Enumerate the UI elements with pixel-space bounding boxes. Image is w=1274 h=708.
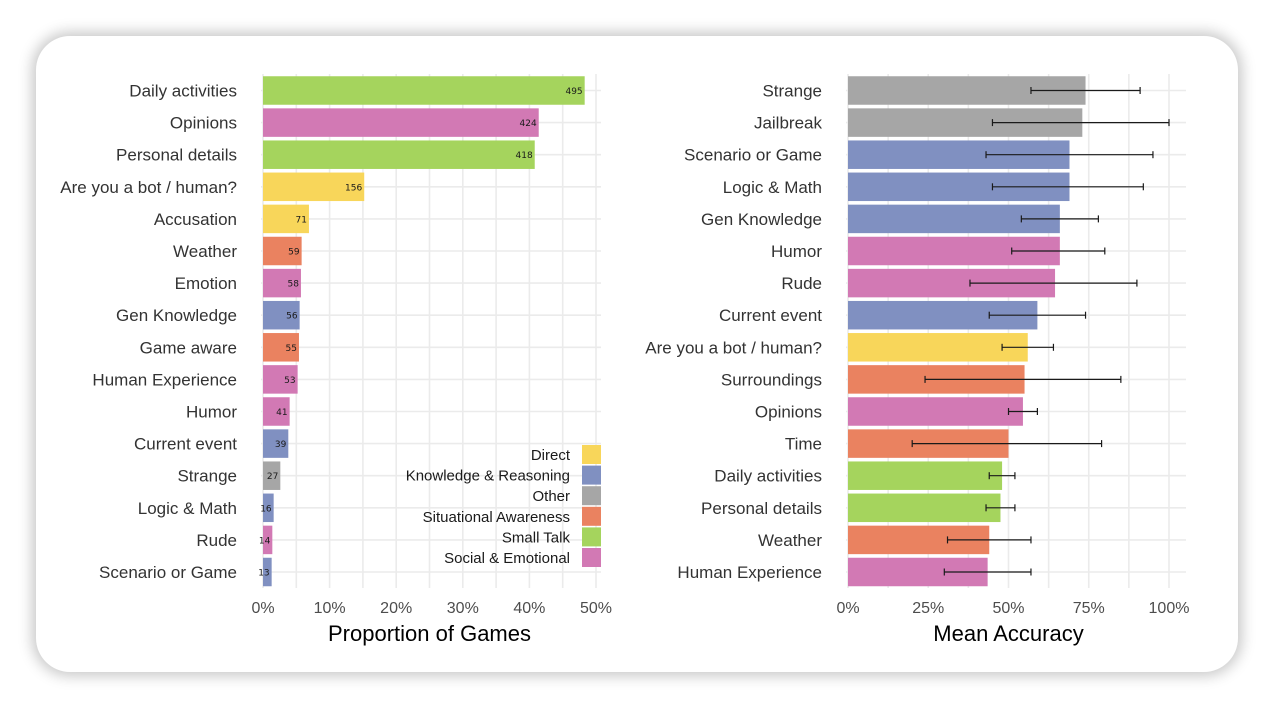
category-label: Surroundings [721,370,822,389]
x-tick-label: 100% [1149,600,1190,617]
category-label: Emotion [175,274,237,293]
category-label: Gen Knowledge [701,210,822,229]
legend: Direct Knowledge & Reasoning Other Situatio… [406,445,601,567]
legend-label: Social & Emotional [444,550,570,567]
chart-canvas: Daily activities 495 Opinions 424 Personal d… [60,74,1189,646]
bar-are-you-a-bot-human [263,172,365,202]
bar-value-label: 56 [286,312,298,322]
right-panel-mean-accuracy: Strange Jailbreak Scenario or Game Logic & … [645,74,1189,646]
legend-label: Situational Awareness [423,509,570,526]
legend-swatch-other [582,486,601,506]
category-label: Human Experience [677,563,822,582]
x-axis-title: Mean Accuracy [933,621,1083,646]
category-label: Personal details [701,499,822,518]
category-label: Strange [762,82,822,101]
category-label: Logic & Math [723,178,822,197]
category-label: Game aware [140,338,237,357]
bar-logic-math [263,493,274,523]
x-tick-label: 20% [380,600,412,617]
category-label: Humor [186,403,237,422]
bar-value-label: 418 [516,151,533,161]
bar-personal-details [263,140,535,169]
bar-accusation [263,204,309,234]
category-label: Gen Knowledge [116,306,237,325]
category-label: Humor [771,242,822,261]
bar-value-label: 55 [286,344,297,354]
legend-swatch-small-talk [582,527,601,547]
category-label: Logic & Math [138,499,237,518]
x-tick-label: 30% [447,600,479,617]
legend-swatch-direct [582,445,601,464]
category-label: Weather [173,242,237,261]
x-tick-label: 75% [1073,600,1105,617]
legend-label: Knowledge & Reasoning [406,468,570,485]
bar-daily-activities [848,461,1003,490]
category-label: Opinions [170,114,237,133]
bar-opinions [848,397,1023,426]
category-label: Personal details [116,146,237,165]
x-tick-label: 50% [992,600,1024,617]
category-label: Are you a bot / human? [645,338,822,357]
bar-value-label: 16 [260,504,272,514]
bar-humor [263,397,290,426]
bar-weather [263,236,302,266]
legend-swatch-situational-awareness [582,506,601,526]
category-label: Weather [758,531,822,550]
x-tick-label: 25% [912,600,944,617]
bar-daily-activities [263,76,585,105]
category-label: Strange [177,467,237,486]
bar-current-event [263,429,289,458]
figure-card: Daily activities 495 Opinions 424 Personal d… [36,36,1238,672]
bar-gen-knowledge [263,300,300,330]
category-label: Human Experience [92,370,237,389]
legend-label: Other [532,488,570,505]
bar-value-label: 53 [284,376,295,386]
category-label: Rude [781,274,822,293]
bar-game-aware [263,333,299,362]
bar-are-you-a-bot-human [848,333,1028,362]
category-label: Daily activities [714,467,822,486]
bar-human-experience [263,365,298,394]
category-label: Scenario or Game [684,146,822,165]
legend-label: Direct [531,447,571,464]
category-label: Are you a bot / human? [60,178,237,197]
category-label: Opinions [755,403,822,422]
x-tick-label: 40% [513,600,545,617]
legend-label: Small Talk [502,529,571,546]
category-label: Current event [134,435,237,454]
x-tick-label: 0% [836,600,859,617]
category-label: Time [785,435,822,454]
bar-opinions [263,108,539,137]
bar-value-label: 58 [288,280,300,290]
bar-rude [263,525,273,555]
bar-value-label: 39 [275,440,287,450]
x-axis-title: Proportion of Games [328,621,531,646]
legend-swatch-social-emotional [582,548,601,567]
category-label: Current event [719,306,822,325]
bar-value-label: 156 [345,183,362,193]
bar-value-label: 495 [565,87,582,97]
category-label: Daily activities [129,82,237,101]
x-tick-label: 10% [314,600,346,617]
bar-value-label: 41 [276,408,287,418]
bar-scenario-or-game [263,557,272,587]
category-label: Scenario or Game [99,563,237,582]
bar-value-label: 59 [288,248,300,258]
x-tick-label: 50% [580,600,612,617]
bar-emotion [263,268,301,298]
x-tick-label: 0% [251,600,274,617]
category-label: Jailbreak [754,114,823,133]
bar-value-label: 71 [296,215,307,225]
category-label: Accusation [154,210,237,229]
bar-personal-details [848,493,1001,523]
bar-value-label: 13 [258,569,269,579]
bar-strange [263,461,281,490]
bar-value-label: 14 [259,536,271,546]
left-panel-proportion-of-games: Daily activities 495 Opinions 424 Personal d… [60,74,612,646]
category-label: Rude [196,531,237,550]
bar-value-label: 424 [520,119,537,129]
legend-swatch-knowledge-reasoning [582,465,601,485]
bar-value-label: 27 [267,472,278,482]
